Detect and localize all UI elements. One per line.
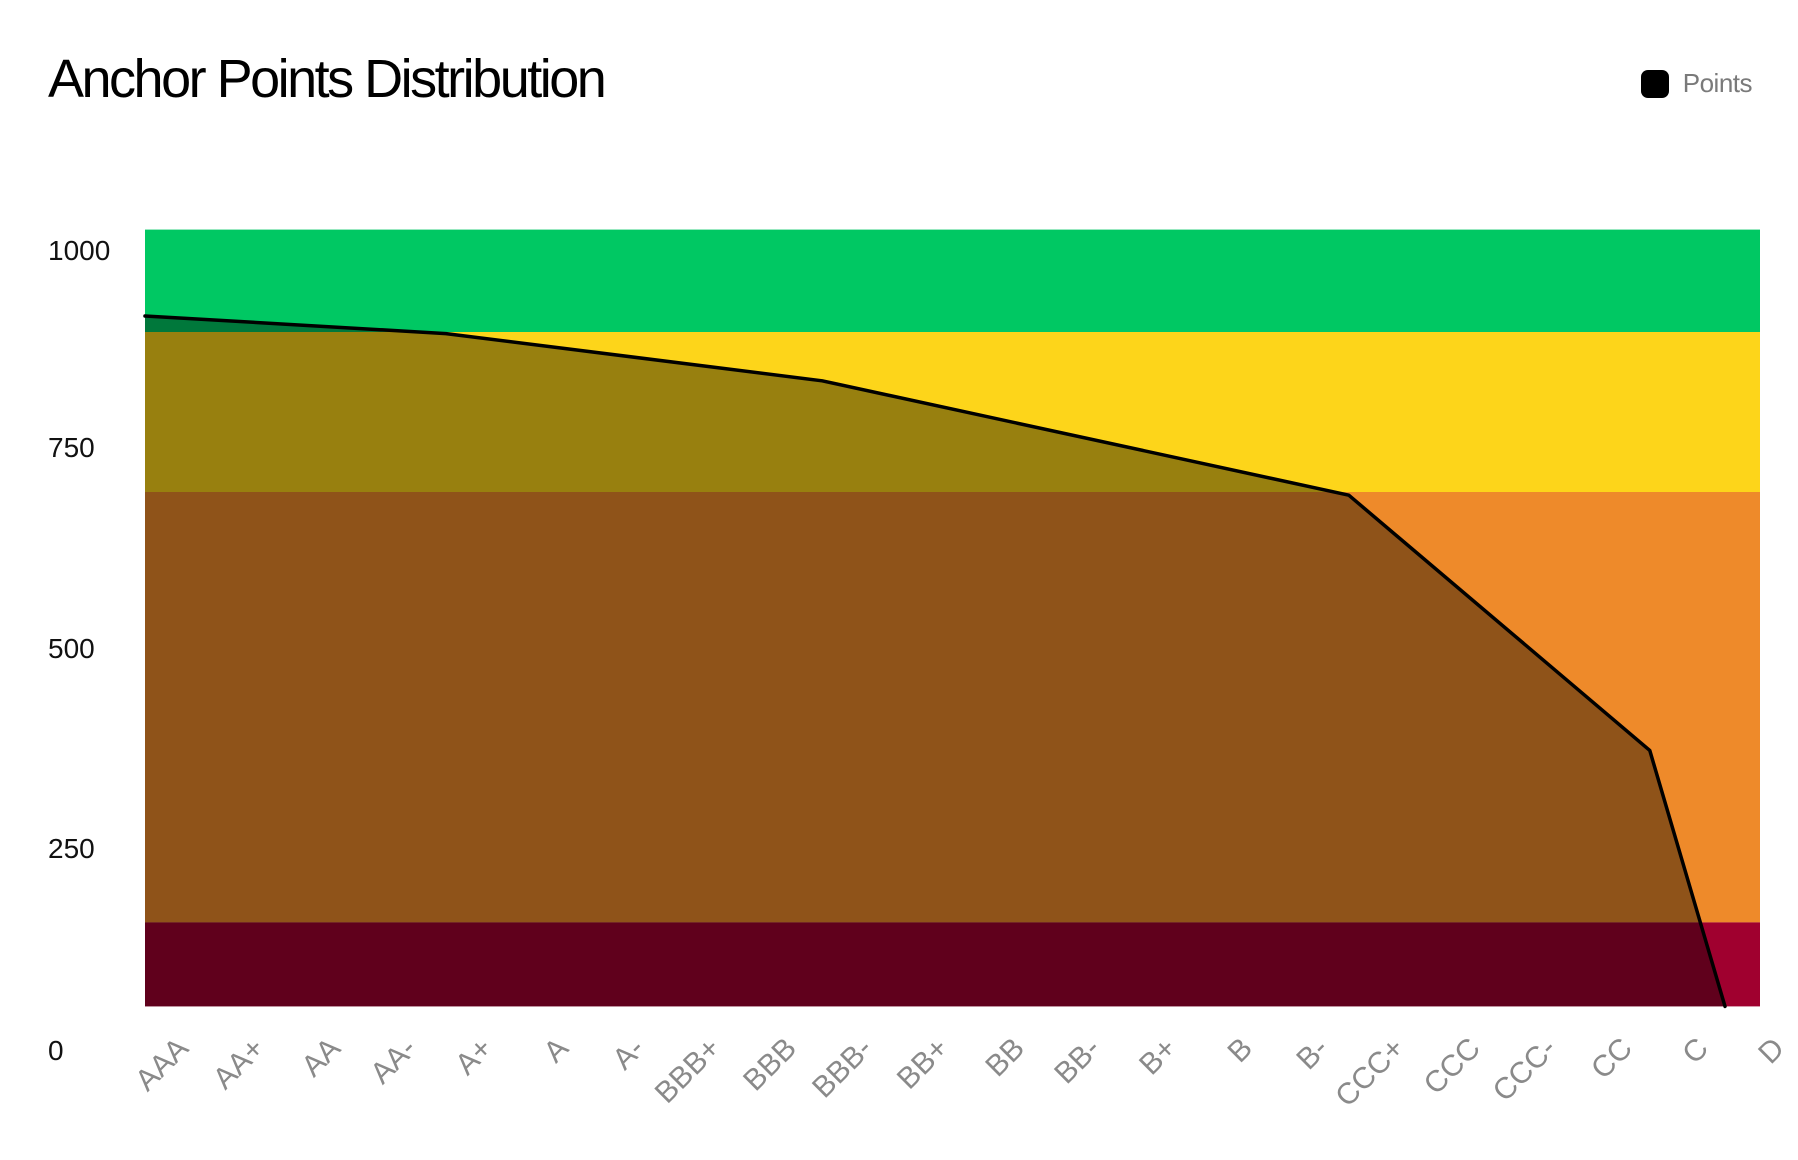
y-tick-label: 750 (48, 432, 95, 463)
chart-title: Anchor Points Distribution (48, 49, 607, 109)
x-tick-label: BB+ (891, 1032, 955, 1096)
x-tick-label: BBB- (806, 1032, 879, 1105)
y-tick-label: 1000 (48, 235, 110, 266)
x-tick-label: CCC+ (1329, 1032, 1411, 1114)
x-tick-label: AA+ (207, 1032, 271, 1096)
legend: Points (1640, 68, 1753, 99)
x-tick-label: B- (1290, 1032, 1335, 1077)
x-tick-label: A (537, 1032, 574, 1069)
x-tick-label: BB (979, 1032, 1031, 1084)
x-tick-label: D (1752, 1032, 1791, 1071)
x-tick-label: BBB (737, 1032, 803, 1098)
x-tick-label: B (1221, 1032, 1258, 1069)
legend-label-points: Points (1682, 68, 1753, 98)
band-0 (145, 229, 1760, 332)
x-tick-label: B+ (1133, 1032, 1183, 1082)
x-tick-label: AAA (129, 1032, 195, 1098)
x-tick-label: BBB+ (649, 1032, 727, 1110)
x-tick-label: CCC- (1487, 1032, 1563, 1108)
x-tick-label: CCC (1418, 1032, 1487, 1101)
x-tick-label: A+ (449, 1032, 499, 1082)
band-2 (145, 492, 1760, 923)
y-tick-label: 250 (48, 833, 95, 864)
x-tick-label: BB- (1048, 1032, 1107, 1091)
series-line-points (143, 314, 1727, 1009)
band-3 (145, 922, 1760, 1007)
legend-swatch-points (1640, 69, 1669, 98)
band-1 (145, 332, 1760, 492)
x-tick-label: C (1676, 1032, 1715, 1071)
x-tick-label: AA (295, 1032, 347, 1084)
x-tick-label: AA- (364, 1032, 423, 1091)
x-tick-label: A- (606, 1032, 651, 1077)
x-tick-label: CC (1585, 1032, 1639, 1086)
y-tick-label: 0 (48, 1035, 64, 1066)
y-tick-label: 500 (48, 633, 95, 664)
series-area-points (145, 316, 1725, 1007)
